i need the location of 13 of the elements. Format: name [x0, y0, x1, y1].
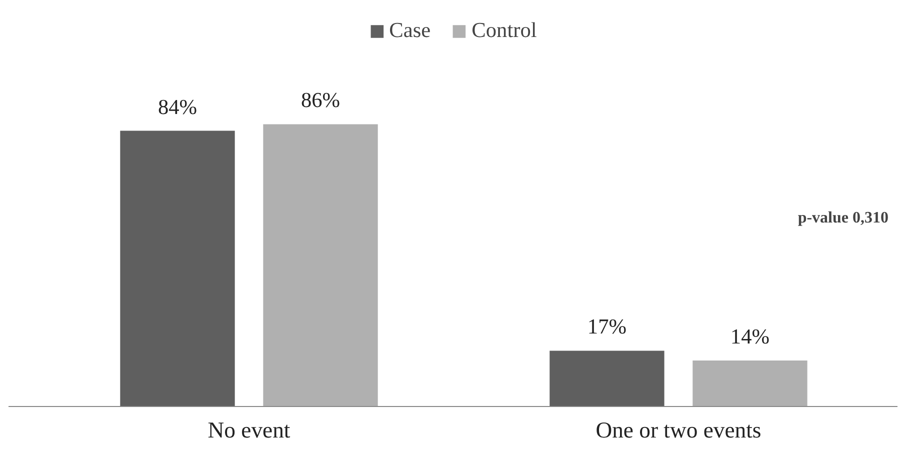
legend-label: Case	[389, 18, 431, 43]
data-label: 86%	[300, 88, 340, 112]
data-label: 14%	[730, 324, 770, 349]
bar	[550, 350, 664, 406]
annotation: p-value 0,310	[798, 210, 888, 226]
x-tick-label: One or two events	[596, 418, 762, 442]
bar	[120, 130, 235, 406]
data-label: 17%	[587, 314, 627, 339]
data-label: 84%	[158, 94, 198, 119]
legend-label: Control	[472, 18, 537, 43]
x-tick-label: No event	[208, 418, 291, 442]
bar	[263, 124, 378, 406]
bar	[692, 360, 808, 406]
